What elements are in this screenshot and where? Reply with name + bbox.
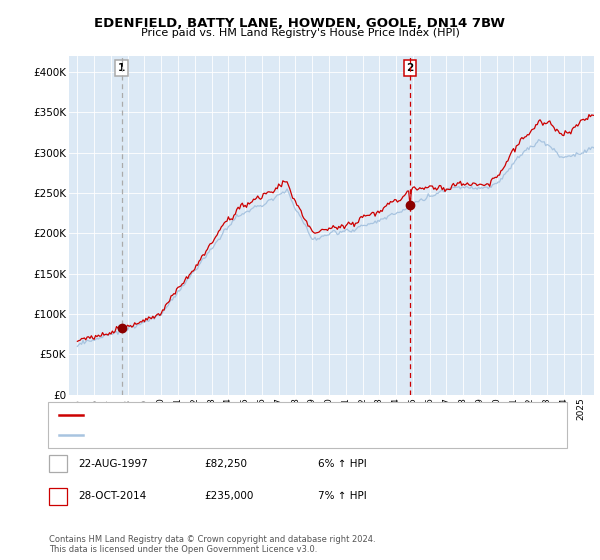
Text: Price paid vs. HM Land Registry's House Price Index (HPI): Price paid vs. HM Land Registry's House … [140,28,460,38]
Text: 22-AUG-1997: 22-AUG-1997 [78,459,148,469]
Text: £235,000: £235,000 [204,491,253,501]
Text: EDENFIELD, BATTY LANE, HOWDEN, GOOLE, DN14 7BW: EDENFIELD, BATTY LANE, HOWDEN, GOOLE, DN… [95,17,505,30]
Text: Contains HM Land Registry data © Crown copyright and database right 2024.
This d: Contains HM Land Registry data © Crown c… [49,535,376,554]
Text: EDENFIELD, BATTY LANE, HOWDEN, GOOLE, DN14 7BW (detached house): EDENFIELD, BATTY LANE, HOWDEN, GOOLE, DN… [87,410,448,420]
Text: 7% ↑ HPI: 7% ↑ HPI [318,491,367,501]
Text: 28-OCT-2014: 28-OCT-2014 [78,491,146,501]
Text: 2: 2 [55,491,62,501]
Text: 6% ↑ HPI: 6% ↑ HPI [318,459,367,469]
Text: £82,250: £82,250 [204,459,247,469]
Text: 1: 1 [118,63,125,73]
Text: 2: 2 [406,63,413,73]
Text: HPI: Average price, detached house, East Riding of Yorkshire: HPI: Average price, detached house, East… [87,430,383,440]
Text: 1: 1 [55,459,62,469]
